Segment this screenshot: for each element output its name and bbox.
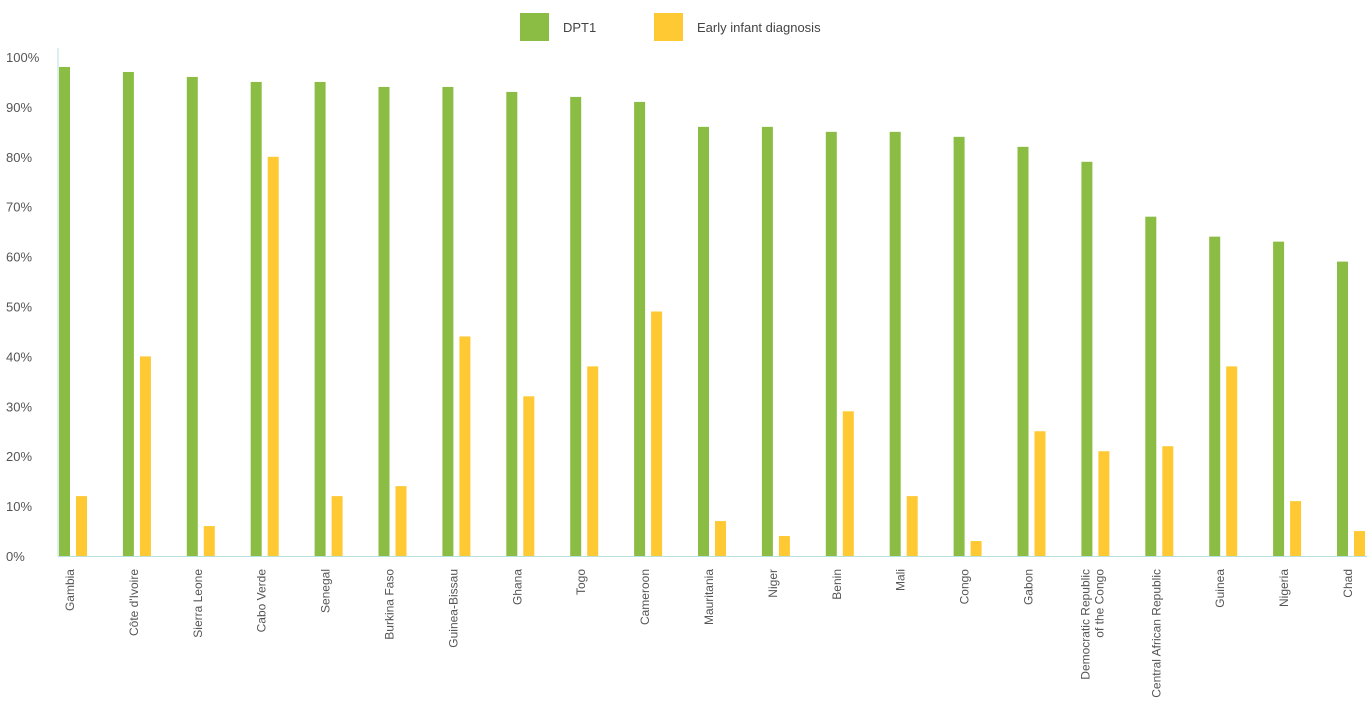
x-category-label: Côte d'Ivoire xyxy=(127,569,141,636)
bar-eid xyxy=(1098,451,1110,556)
bar-dpt1 xyxy=(570,96,582,557)
bar-dpt1 xyxy=(506,91,518,557)
x-category-label: Cameroon xyxy=(638,569,652,625)
y-tick-label: 90% xyxy=(6,100,32,115)
bar-dpt1 xyxy=(761,126,773,557)
x-category-label: Niger xyxy=(766,569,780,598)
x-category-label: Benin xyxy=(830,569,844,600)
y-tick-label: 60% xyxy=(6,250,32,265)
x-category-label: Burkina Faso xyxy=(383,569,397,640)
bar-eid xyxy=(906,496,918,556)
bar-eid xyxy=(1354,531,1365,556)
x-category-label: Guinea-Bissau xyxy=(446,569,460,648)
bar-dpt1 xyxy=(122,71,134,556)
bar-eid xyxy=(1290,501,1302,556)
y-tick-label: 40% xyxy=(6,349,32,364)
y-tick-label: 20% xyxy=(6,449,32,464)
bar-eid xyxy=(587,366,599,556)
y-tick-label: 50% xyxy=(6,300,32,315)
bar-eid xyxy=(459,336,471,556)
bar-eid xyxy=(1162,446,1174,556)
bar-dpt1 xyxy=(378,86,390,556)
bar-dpt1 xyxy=(1337,261,1348,556)
bar-dpt1 xyxy=(442,86,454,556)
y-tick-label: 70% xyxy=(6,200,32,215)
x-category-label: Central African Republic xyxy=(1149,569,1163,698)
bar-eid xyxy=(1034,431,1046,556)
legend-swatch-1 xyxy=(520,13,549,41)
x-category-label: Guinea xyxy=(1213,569,1227,608)
bar-eid xyxy=(1226,366,1238,556)
bar-dpt1 xyxy=(1145,216,1157,556)
bar-eid xyxy=(395,486,407,556)
bar-dpt1 xyxy=(1081,161,1093,557)
bar-dpt1 xyxy=(1017,146,1029,556)
bar-dpt1 xyxy=(634,101,646,556)
bar-eid xyxy=(523,396,535,556)
x-category-label: Gambia xyxy=(63,569,77,611)
x-category-label: Cabo Verde xyxy=(255,569,269,633)
x-category-label: Nigeria xyxy=(1277,569,1291,607)
y-tick-label: 80% xyxy=(6,150,32,165)
x-category-label: Senegal xyxy=(319,569,333,613)
y-tick-label: 30% xyxy=(6,399,32,414)
x-category-label: Ghana xyxy=(510,569,524,605)
x-category-label: of the Congo xyxy=(1092,569,1106,638)
x-category-label: Togo xyxy=(574,569,588,595)
bar-dpt1 xyxy=(889,131,901,556)
legend-swatch-2 xyxy=(654,13,683,41)
bar-dpt1 xyxy=(314,81,326,556)
legend-label-2: Early infant diagnosis xyxy=(697,20,821,35)
x-category-label: Congo xyxy=(958,569,972,605)
x-category-label: Sierra Leone xyxy=(191,569,205,638)
bar-dpt1 xyxy=(59,66,70,556)
bar-eid xyxy=(331,496,343,556)
x-category-label: Gabon xyxy=(1022,569,1036,605)
x-category-label: Democratic Republic xyxy=(1078,569,1092,680)
legend-label-1: DPT1 xyxy=(563,20,596,35)
bar-eid xyxy=(715,521,726,556)
x-category-label: Mali xyxy=(894,569,908,591)
bar-dpt1 xyxy=(186,76,198,557)
bar-eid xyxy=(778,536,790,556)
bar-dpt1 xyxy=(953,136,965,556)
bar-dpt1 xyxy=(250,81,262,556)
bar-eid xyxy=(139,356,151,556)
bar-dpt1 xyxy=(825,131,837,556)
bar-eid xyxy=(970,541,982,556)
bar-dpt1 xyxy=(1209,236,1221,556)
y-tick-label: 10% xyxy=(6,499,32,514)
bar-eid xyxy=(651,311,663,556)
bar-eid xyxy=(267,156,279,557)
bar-eid xyxy=(76,496,87,556)
bar-eid xyxy=(842,411,854,556)
y-tick-label: 0% xyxy=(6,549,25,564)
bar-eid xyxy=(203,526,215,556)
y-tick-label: 100% xyxy=(6,50,40,65)
bar-dpt1 xyxy=(698,126,709,557)
x-category-label: Chad xyxy=(1341,569,1355,598)
x-category-label: Mauritania xyxy=(702,569,716,625)
bar-dpt1 xyxy=(1273,241,1285,556)
